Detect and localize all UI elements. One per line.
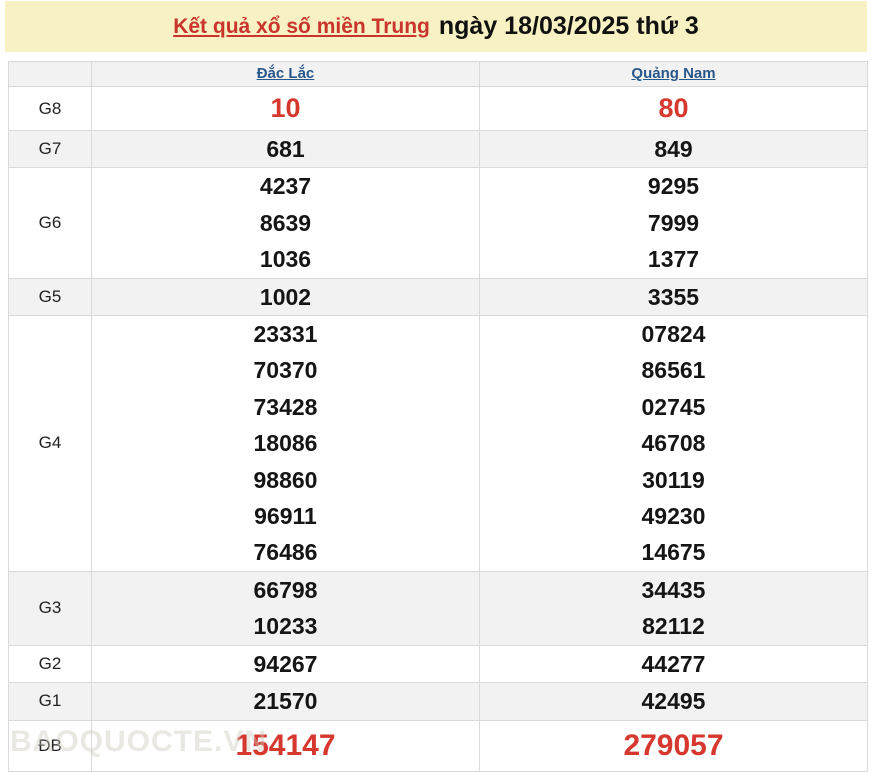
table-row: G1 21570 42495 [8,682,868,721]
result-number: 849 [654,136,693,162]
prize-label: G5 [8,277,92,317]
result-number: 10 [270,93,301,123]
table-row: G2 94267 44277 [8,644,868,684]
results-table-body: G8 10 80 G7 681 849 G6 4237 8639 1036 9295 7999 1377… [8,86,868,772]
result-cell: 4237 8639 1036 [91,167,480,279]
result-number: 98860 [253,466,318,493]
result-number: 1377 [647,246,700,273]
result-number: 82112 [642,613,705,640]
table-row: ĐB 154147 279057 [8,719,868,772]
result-number: 80 [658,93,689,123]
prize-label: G6 [8,167,92,279]
prize-label: G2 [8,644,92,684]
table-row: G5 1002 3355 [8,277,868,317]
prize-label: G1 [8,682,92,721]
result-number: 154147 [235,728,336,762]
region-title-link[interactable]: Kết quả xổ số miền Trung [173,14,430,38]
result-number: 18086 [253,430,318,457]
results-table: Đắc Lắc Quảng Nam G8 10 80 G7 681 849 G6 4237 86… [8,61,868,772]
result-number: 96911 [254,503,317,530]
result-cell: 34435 82112 [479,570,868,646]
result-cell: 42495 [479,682,868,721]
result-number: 681 [266,136,305,162]
result-number: 10233 [253,613,318,640]
result-number: 9295 [647,173,700,200]
result-number: 3355 [647,283,700,310]
table-row: G7 681 849 [8,129,868,169]
prize-label: G4 [8,315,92,572]
prize-label: ĐB [8,719,92,772]
result-number: 42495 [641,688,706,715]
draw-date-text: ngày 18/03/2025 thứ 3 [438,12,699,40]
result-cell: 279057 [479,719,868,772]
result-number: 46708 [641,430,706,457]
result-number: 30119 [642,466,705,493]
page-title-banner: Kết quả xổ số miền Trung ngày 18/03/2025… [5,1,867,52]
province-header-dac-lac: Đắc Lắc [91,61,480,87]
result-number: 02745 [641,393,706,420]
result-number: 1036 [259,246,312,273]
table-row: G6 4237 8639 1036 9295 7999 1377 [8,167,868,279]
result-cell: 9295 7999 1377 [479,167,868,279]
table-row: G4 23331 70370 73428 18086 98860 96911 76486 078… [8,315,868,572]
prize-column-header [8,61,92,87]
column-header-row: Đắc Lắc Quảng Nam [8,61,868,87]
result-number: 86561 [641,357,706,384]
result-cell: 10 [91,86,480,131]
result-number: 76486 [253,539,318,566]
result-cell: 21570 [91,682,480,721]
result-cell: 80 [479,86,868,131]
result-number: 44277 [641,650,706,677]
result-cell: 681 [91,129,480,169]
result-number: 279057 [623,728,724,762]
province-link-quang-nam[interactable]: Quảng Nam [631,65,716,82]
result-cell: 66798 10233 [91,570,480,646]
table-row: G3 66798 10233 34435 82112 [8,570,868,646]
result-cell: 3355 [479,277,868,317]
prize-label: G3 [8,570,92,646]
result-number: 7999 [647,209,700,236]
result-number: 14675 [641,539,706,566]
result-cell: 07824 86561 02745 46708 30119 49230 14675 [479,315,868,572]
result-number: 66798 [253,576,318,603]
result-cell: 154147 [91,719,480,772]
prize-label: G8 [8,86,92,131]
result-cell: 849 [479,129,868,169]
result-number: 07824 [641,321,706,348]
province-header-quang-nam: Quảng Nam [479,61,868,87]
province-link-dac-lac[interactable]: Đắc Lắc [256,65,315,82]
result-number: 70370 [253,357,318,384]
result-cell: 23331 70370 73428 18086 98860 96911 76486 [91,315,480,572]
result-number: 4237 [259,173,312,200]
result-number: 21570 [253,688,318,715]
result-number: 23331 [253,321,318,348]
table-row: G8 10 80 [8,86,868,131]
result-cell: 1002 [91,277,480,317]
result-number: 73428 [253,393,318,420]
result-number: 8639 [259,209,312,236]
result-cell: 94267 [91,644,480,684]
result-cell: 44277 [479,644,868,684]
prize-label: G7 [8,129,92,169]
result-number: 94267 [253,650,318,677]
result-number: 1002 [259,283,312,310]
result-number: 34435 [641,576,706,603]
result-number: 49230 [641,503,706,530]
